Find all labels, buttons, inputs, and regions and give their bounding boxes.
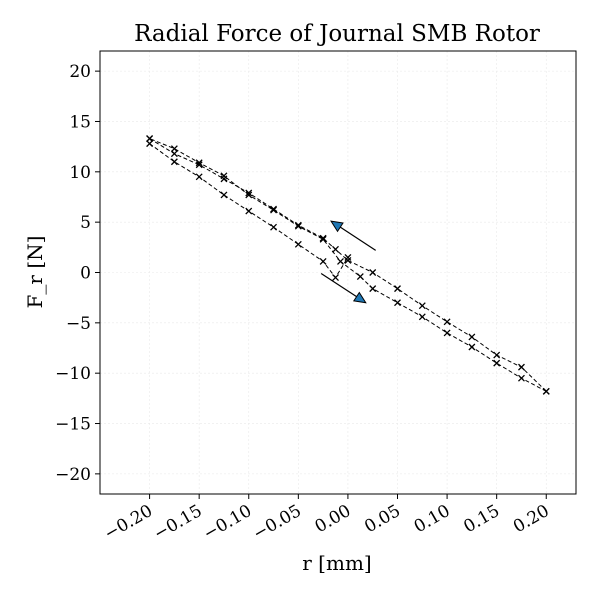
y-tick-label: 5: [80, 213, 91, 233]
data-point: [356, 273, 364, 280]
data-point: [468, 333, 476, 341]
data-point: [170, 145, 178, 153]
y-tick-label: −15: [55, 415, 91, 435]
data-point: [294, 222, 302, 230]
x-tick-label: −0.15: [151, 501, 206, 544]
arrow-shaft: [320, 273, 357, 298]
x-axis-label: r [mm]: [302, 551, 371, 575]
data-point: [270, 206, 278, 214]
direction-arrow: [320, 273, 367, 304]
y-tick-label: −10: [55, 364, 91, 384]
data-point: [542, 387, 550, 395]
data-series: [146, 135, 550, 395]
data-point: [369, 285, 377, 293]
data-point: [195, 161, 203, 169]
data-point: [493, 359, 501, 367]
data-point: [369, 269, 377, 276]
data-point: [443, 318, 451, 326]
series-2: [146, 135, 550, 395]
y-tick-label: −5: [66, 314, 91, 334]
x-tick-label: 0.15: [460, 501, 503, 537]
data-point: [195, 173, 203, 181]
data-point: [245, 207, 253, 215]
data-point: [220, 191, 228, 199]
data-point: [493, 351, 501, 359]
data-point: [220, 175, 228, 183]
data-point: [294, 221, 302, 229]
data-point: [344, 253, 352, 261]
x-tick-label: −0.20: [101, 501, 156, 544]
grid: [100, 51, 576, 494]
y-tick-label: −20: [55, 465, 91, 485]
data-point: [294, 240, 302, 248]
data-point: [245, 191, 253, 199]
series-line: [149, 138, 547, 392]
y-axis-ticks: −20 −15 −10 −5 0 5 10 15 20: [55, 62, 100, 485]
data-point: [170, 150, 178, 158]
data-point: [468, 343, 476, 351]
x-tick-label: 0.10: [411, 501, 454, 537]
y-axis-label: F_r [N]: [23, 236, 47, 309]
x-tick-label: −0.05: [250, 501, 305, 544]
y-tick-label: 0: [80, 264, 91, 284]
data-point: [220, 172, 228, 180]
data-point: [332, 245, 339, 253]
data-point: [443, 329, 451, 337]
series-3: [146, 140, 352, 281]
data-point: [195, 159, 203, 167]
data-point: [337, 257, 344, 265]
x-tick-label: 0.05: [361, 501, 404, 537]
data-point: [146, 135, 154, 143]
data-point: [146, 140, 154, 148]
x-tick-label: 0.20: [510, 501, 553, 537]
data-point: [245, 189, 253, 197]
data-point: [170, 158, 178, 166]
series-line: [149, 138, 547, 392]
data-point: [344, 256, 352, 264]
arrow-head: [352, 291, 367, 304]
data-point: [517, 374, 525, 382]
y-tick-label: 15: [69, 112, 91, 132]
x-tick-label: 0.00: [312, 501, 355, 537]
chart-title: Radial Force of Journal SMB Rotor: [134, 21, 540, 47]
arrow-head: [330, 220, 344, 233]
direction-arrows: [320, 220, 377, 304]
data-point: [418, 302, 426, 310]
data-point: [319, 234, 327, 242]
arrow-shaft: [339, 226, 377, 251]
data-point: [270, 223, 278, 231]
data-point: [332, 274, 339, 281]
direction-arrow: [330, 220, 377, 251]
data-point: [517, 363, 525, 371]
x-tick-label: −0.10: [200, 501, 255, 544]
data-point: [394, 299, 401, 307]
data-point: [319, 235, 327, 243]
data-point: [394, 285, 401, 293]
y-tick-label: 10: [69, 163, 91, 183]
data-point: [418, 313, 426, 321]
y-tick-label: 20: [69, 62, 91, 82]
x-axis-ticks: −0.20−0.15−0.10−0.05 0.00 0.05 0.10 0.15 0.20: [101, 494, 553, 544]
data-point: [319, 257, 327, 265]
